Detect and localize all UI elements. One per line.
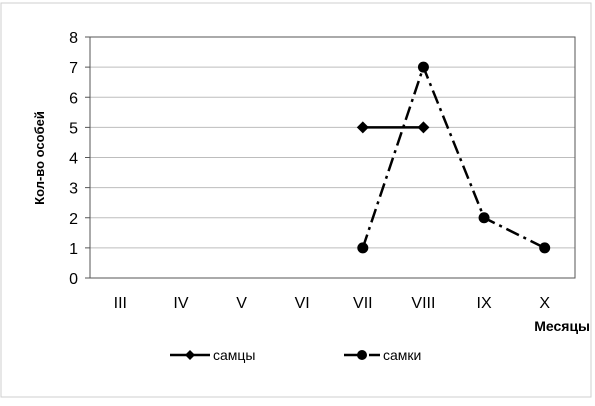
x-axis-label: Месяцы <box>534 318 590 334</box>
y-axis-ticks: 0 1 2 3 4 5 6 7 8 <box>69 30 90 288</box>
y-tick-label: 2 <box>69 211 78 228</box>
series-layer <box>356 61 551 254</box>
y-tick-label: 6 <box>69 90 78 107</box>
data-point-diamond <box>356 121 369 134</box>
x-tick-label: IX <box>477 295 492 312</box>
y-tick-label: 8 <box>69 30 78 47</box>
legend-item-females: самки <box>344 347 421 363</box>
legend-item-males: самцы <box>170 347 256 363</box>
data-point-circle <box>357 242 369 254</box>
chart-border <box>0 2 592 398</box>
y-tick-label: 4 <box>69 151 78 168</box>
legend-marker-diamond <box>185 350 195 360</box>
x-tick-label: VII <box>353 295 373 312</box>
data-point-circle <box>417 61 429 73</box>
x-tick-label: X <box>539 295 550 312</box>
x-axis-ticks: III IV V VI VII VIII IX X <box>114 295 551 312</box>
x-tick-label: IV <box>173 295 188 312</box>
x-tick-label: VI <box>295 295 310 312</box>
y-axis-label: Кол-во особей <box>32 111 47 205</box>
data-point-circle <box>478 212 490 224</box>
legend-marker-circle <box>357 350 367 360</box>
series-line-1 <box>361 63 546 250</box>
x-tick-label: V <box>236 295 247 312</box>
x-tick-label: III <box>114 295 127 312</box>
y-tick-label: 1 <box>69 241 78 258</box>
data-point-diamond <box>417 121 430 134</box>
gridlines <box>90 66 575 249</box>
y-tick-label: 5 <box>69 120 78 137</box>
data-point-circle <box>539 242 551 254</box>
y-tick-label: 3 <box>69 181 78 198</box>
y-tick-label: 7 <box>69 60 78 77</box>
legend-label-males: самцы <box>213 347 256 363</box>
legend-label-females: самки <box>383 347 421 363</box>
legend: самцы самки <box>170 347 421 363</box>
y-tick-label: 0 <box>69 271 78 288</box>
x-tick-label: VIII <box>411 295 435 312</box>
